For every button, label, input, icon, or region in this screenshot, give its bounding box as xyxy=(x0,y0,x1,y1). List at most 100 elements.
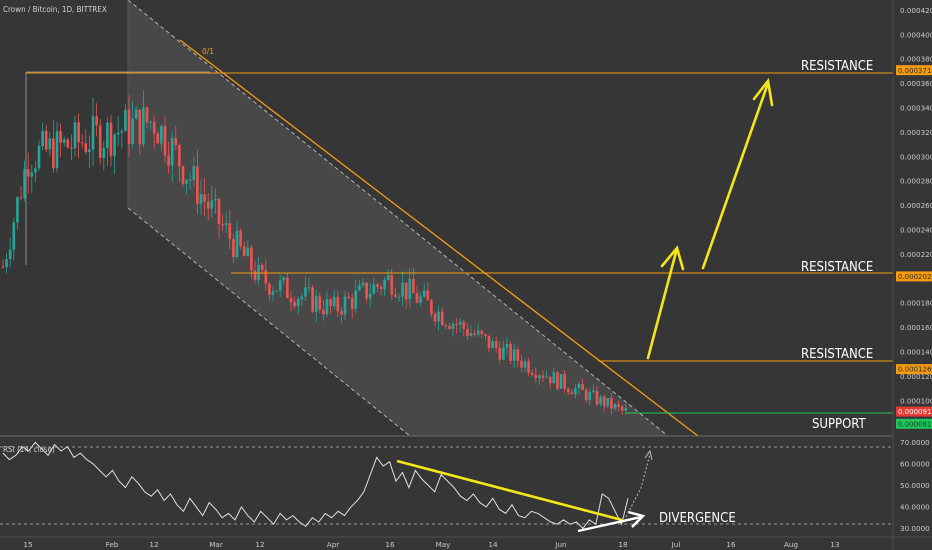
candle-body xyxy=(102,148,106,158)
rsi-tick-label: 30.0000 xyxy=(900,524,930,533)
candle-body xyxy=(408,278,412,300)
chart-header: Crown / Bitcoin, 1D, BITTREX xyxy=(3,5,107,14)
candle-body xyxy=(444,325,448,327)
candle-body xyxy=(84,143,88,153)
candle-body xyxy=(260,264,264,271)
candle-body xyxy=(534,374,538,379)
candle-body xyxy=(613,404,617,409)
candle-body xyxy=(480,330,484,335)
rsi-tick-label: 40.0000 xyxy=(900,502,930,511)
candle-body xyxy=(505,344,509,348)
candle-body xyxy=(556,372,559,389)
rsi-header: RSI (14, close) xyxy=(3,445,55,454)
candle-body xyxy=(581,383,584,391)
candle-body xyxy=(250,247,253,271)
candle-body xyxy=(66,139,70,148)
candle-body xyxy=(174,138,178,145)
time-tick-label: 15 xyxy=(23,540,32,549)
time-tick-label: 14 xyxy=(488,540,498,549)
candle-body xyxy=(271,291,275,295)
candle-body xyxy=(246,247,250,257)
candle-body xyxy=(300,296,304,300)
candle-body xyxy=(163,126,167,156)
resistance-label-1: RESISTANCE xyxy=(801,59,873,74)
candle-body xyxy=(329,299,332,307)
candle-body xyxy=(142,107,145,145)
time-tick-label: 16 xyxy=(726,540,736,549)
candle-body xyxy=(336,296,340,312)
candle-body xyxy=(437,311,440,322)
candle-body xyxy=(606,398,610,407)
candle-body xyxy=(430,300,433,315)
candle-body xyxy=(361,282,365,286)
candle-body xyxy=(232,238,235,258)
candle-body xyxy=(390,275,394,295)
price-tick-label: 0.00024000 xyxy=(900,226,932,235)
candle-body xyxy=(397,296,401,298)
price-tick-label: 0.00016000 xyxy=(900,323,932,332)
rsi-line xyxy=(2,441,629,530)
price-tag-label: 0.00020200 xyxy=(898,273,932,281)
candle-body xyxy=(509,344,512,361)
candle-body xyxy=(484,334,487,336)
candle-body xyxy=(343,296,347,315)
candle-body xyxy=(124,109,127,132)
trendline xyxy=(179,39,699,437)
candle-body xyxy=(91,116,95,150)
current-price-tag-label: 0.00009125 xyxy=(898,408,932,416)
candle-body xyxy=(98,125,102,158)
candle-body xyxy=(73,122,77,149)
candle-body xyxy=(566,388,570,393)
candle-body xyxy=(127,109,131,144)
candle-body xyxy=(422,290,426,297)
candle-body xyxy=(145,107,149,123)
price-tick-label: 0.00028000 xyxy=(900,177,932,186)
candle-body xyxy=(293,302,296,307)
candle-body xyxy=(242,246,246,257)
candle-body xyxy=(599,396,602,405)
time-tick-label: 12 xyxy=(255,540,264,549)
price-axis: 0.00042000 0.00040000 0.00038000 0.00036000… xyxy=(900,6,932,430)
candle-body xyxy=(286,277,289,299)
candle-body xyxy=(296,299,300,307)
candle-body xyxy=(365,282,368,299)
candle-body xyxy=(595,390,599,405)
price-tick-label: 0.00014000 xyxy=(900,348,932,357)
current-price-tag xyxy=(896,406,932,417)
candle-body xyxy=(149,121,152,123)
candle-body xyxy=(311,287,314,312)
price-tag-label: 0.00012600 xyxy=(898,366,932,374)
candle-body xyxy=(325,299,329,315)
candle-body xyxy=(563,374,566,389)
candle-body xyxy=(77,122,80,143)
candle-body xyxy=(307,287,311,289)
candle-body xyxy=(170,138,174,166)
price-tick-label: 0.00040000 xyxy=(900,30,932,39)
candle-body xyxy=(5,259,8,267)
price-tag xyxy=(896,271,932,282)
time-tick-label: 18 xyxy=(618,540,628,549)
resistance-label-2: RESISTANCE xyxy=(801,260,873,275)
candle-body xyxy=(620,406,624,411)
candle-body xyxy=(469,333,473,336)
candle-body xyxy=(570,392,574,395)
price-divergence-arrowhead xyxy=(627,510,646,528)
candle-body xyxy=(523,361,527,368)
resistance-label-3: RESISTANCE xyxy=(801,347,873,362)
candle-body xyxy=(116,132,120,135)
candle-body xyxy=(48,138,52,150)
candle-body xyxy=(419,296,422,303)
candle-body xyxy=(415,293,419,303)
rsi-divergence-line xyxy=(396,459,623,522)
candle-body xyxy=(304,287,307,297)
candle-body xyxy=(41,130,44,146)
candle-body xyxy=(19,197,23,199)
time-tick-label: Mar xyxy=(209,540,223,549)
candle-body xyxy=(368,293,372,299)
time-tick-label: Aug xyxy=(784,540,798,549)
candle-body xyxy=(192,166,196,180)
candle-body xyxy=(473,333,476,335)
price-tag xyxy=(896,418,932,429)
rsi-tick-label: 50.0000 xyxy=(900,481,930,490)
candle-body xyxy=(138,109,142,145)
